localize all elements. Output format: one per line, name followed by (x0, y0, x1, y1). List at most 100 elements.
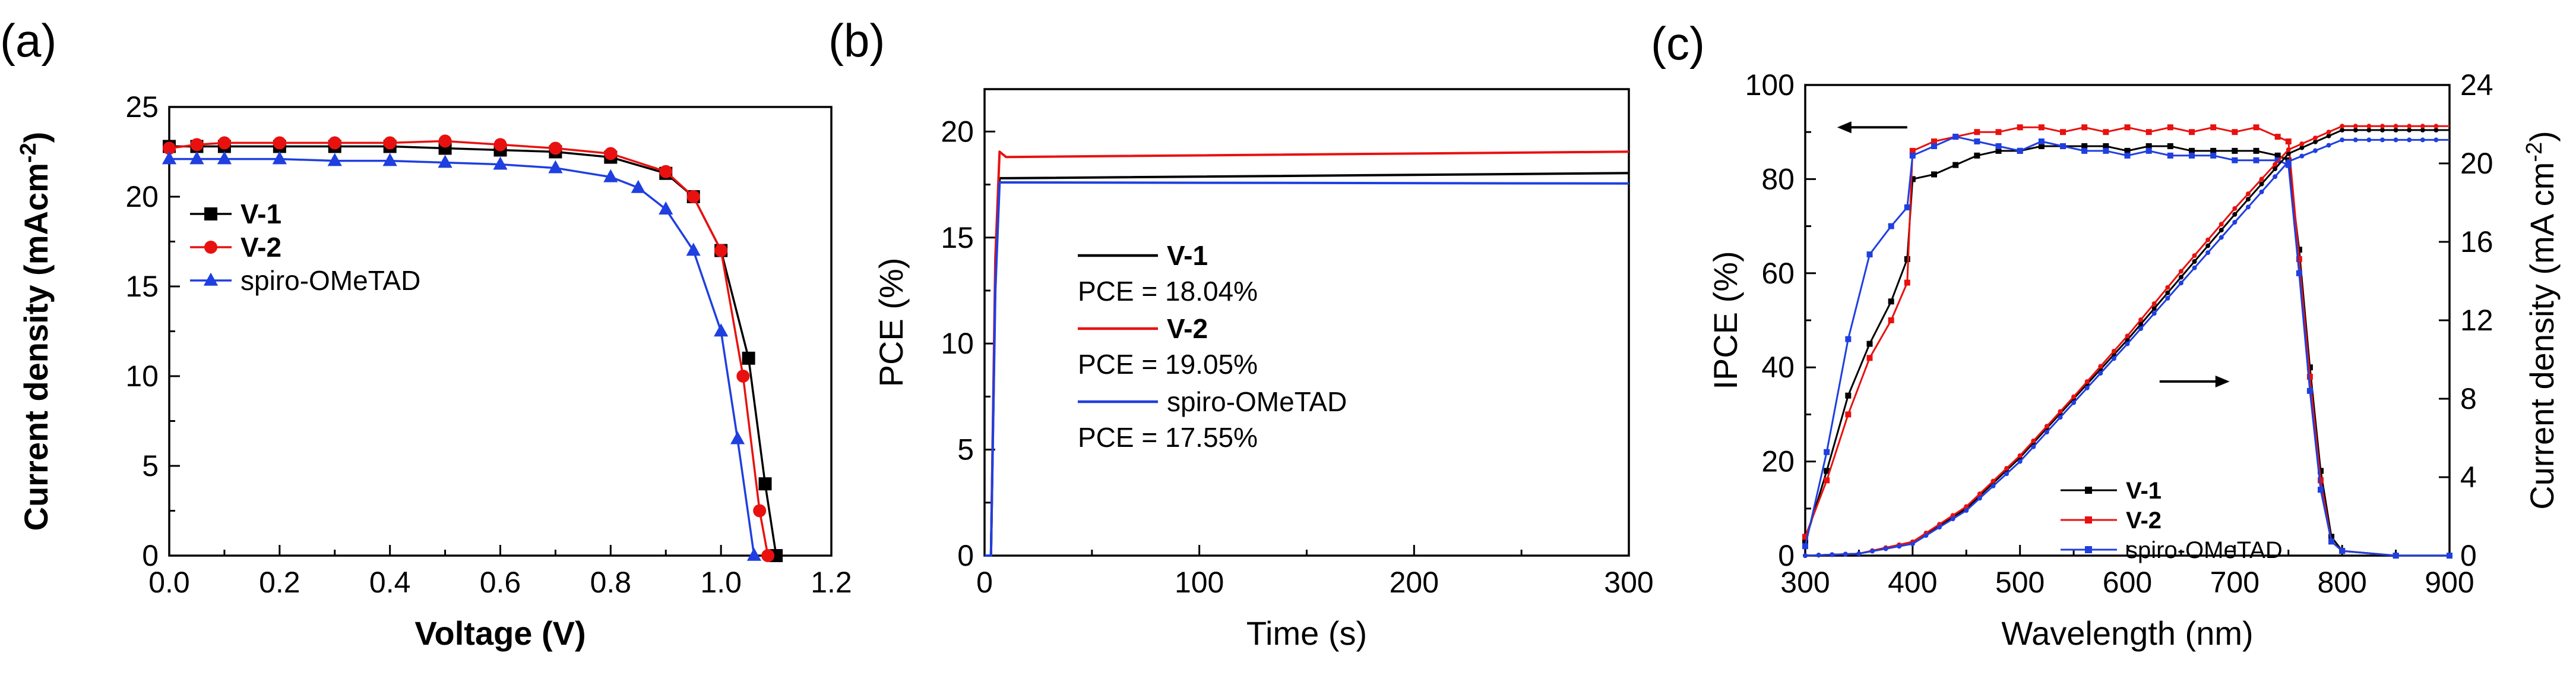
data-point (2232, 212, 2238, 217)
data-point (1830, 552, 1835, 557)
data-point (1964, 508, 1969, 513)
x-tick-label: 0.8 (590, 566, 632, 599)
data-point (603, 169, 618, 182)
data-point (2060, 143, 2066, 149)
data-point (2004, 471, 2009, 477)
x-tick-label: 0.4 (369, 566, 411, 599)
pce-value-label: PCE = 17.55% (1078, 422, 1258, 453)
data-point (1904, 204, 1910, 210)
data-point (2245, 197, 2251, 202)
x-tick-label: 900 (2425, 566, 2474, 599)
legend-marker (203, 272, 219, 286)
data-point (1904, 279, 1910, 286)
data-point (2340, 124, 2345, 129)
data-point (2299, 145, 2305, 150)
data-point (2274, 134, 2281, 140)
y2-tick-label: 24 (2460, 68, 2493, 102)
y-tick-label: 5 (957, 433, 974, 466)
x-tick-label: 400 (1888, 566, 1937, 599)
data-point (714, 244, 728, 257)
x-tick-label: 600 (2103, 566, 2152, 599)
data-point (1897, 544, 1902, 549)
data-point (2192, 253, 2197, 258)
data-point (742, 351, 755, 365)
data-point (2393, 553, 2399, 559)
data-point (2125, 338, 2130, 342)
x-tick-label: 300 (1604, 566, 1653, 599)
y-tick-label: 20 (125, 180, 159, 213)
data-point (2328, 538, 2335, 545)
data-point (736, 370, 750, 383)
data-point (2165, 290, 2170, 295)
data-point (2167, 124, 2173, 131)
data-point (2253, 124, 2259, 131)
data-point (2031, 438, 2036, 443)
data-point (2058, 415, 2063, 420)
data-point (714, 323, 729, 337)
data-point (2178, 269, 2183, 274)
data-point (2044, 424, 2049, 429)
y-tick-label: 0 (1778, 539, 1795, 572)
data-point (2253, 147, 2259, 154)
data-point (2205, 243, 2211, 248)
y-tick-label: 15 (125, 270, 159, 303)
data-point (2145, 143, 2152, 149)
data-point (2098, 364, 2103, 369)
data-point (2138, 317, 2144, 323)
data-point (1856, 551, 1862, 556)
data-point (2189, 147, 2195, 154)
x-tick-label: 0.0 (148, 566, 190, 599)
data-point (493, 138, 507, 152)
data-point (2420, 127, 2425, 133)
chart-c: (c)300 400 500 600 700 800 9000204060801000481… (1651, 17, 2561, 652)
data-point (659, 165, 673, 178)
data-point (2124, 152, 2131, 159)
data-point (2286, 151, 2291, 156)
data-point (2318, 477, 2324, 484)
data-point (2245, 204, 2251, 210)
data-point (2326, 143, 2331, 148)
data-point (2232, 157, 2238, 163)
y-tick-label: 25 (125, 90, 159, 124)
data-point (1845, 411, 1852, 418)
data-point (549, 141, 562, 155)
data-point (2167, 152, 2173, 159)
data-point (2205, 250, 2211, 256)
y-tick-label: 100 (1745, 68, 1795, 102)
data-point (1888, 317, 1894, 323)
y-tick-label: 5 (142, 449, 159, 483)
data-point (1802, 538, 1808, 545)
data-point (2084, 385, 2090, 390)
data-point (659, 201, 673, 215)
y2-tick-label: 8 (2460, 382, 2477, 415)
data-point (162, 151, 177, 165)
data-point (2058, 409, 2063, 414)
y-tick-label: 20 (1761, 445, 1795, 478)
chart-a: (a) 0.0 0.2 0.4 0.6 0.8 1.0 1.2 0 5 10 15 20 25 V-1V-2… (0, 14, 852, 652)
series-line-v-1 (169, 145, 777, 556)
y2-axis-title-main: Current density (mA cm (2523, 162, 2561, 510)
data-point (1883, 546, 1888, 551)
data-point (2407, 127, 2412, 133)
series-line-spiro-ometad (169, 157, 755, 556)
data-point (1904, 256, 1910, 263)
x-tick-label: 0 (976, 566, 993, 599)
pce-value-label: PCE = 19.05% (1078, 349, 1258, 380)
data-point (2273, 162, 2278, 167)
legend-label: V-1 (1167, 240, 1208, 271)
data-point (2210, 124, 2217, 131)
x-tick-label: 0.2 (259, 566, 300, 599)
data-point (2259, 176, 2264, 182)
legend-label: spiro-OMeTAD (1167, 386, 1347, 417)
data-point (163, 141, 176, 155)
data-point (1843, 551, 1848, 557)
data-point (2433, 124, 2439, 129)
data-point (2379, 137, 2385, 143)
data-point (2273, 166, 2278, 172)
data-point (2124, 124, 2131, 131)
data-point (2326, 133, 2331, 138)
data-point (2038, 138, 2045, 145)
data-point (604, 147, 618, 160)
data-point (1931, 138, 1937, 145)
data-point (2296, 270, 2302, 276)
